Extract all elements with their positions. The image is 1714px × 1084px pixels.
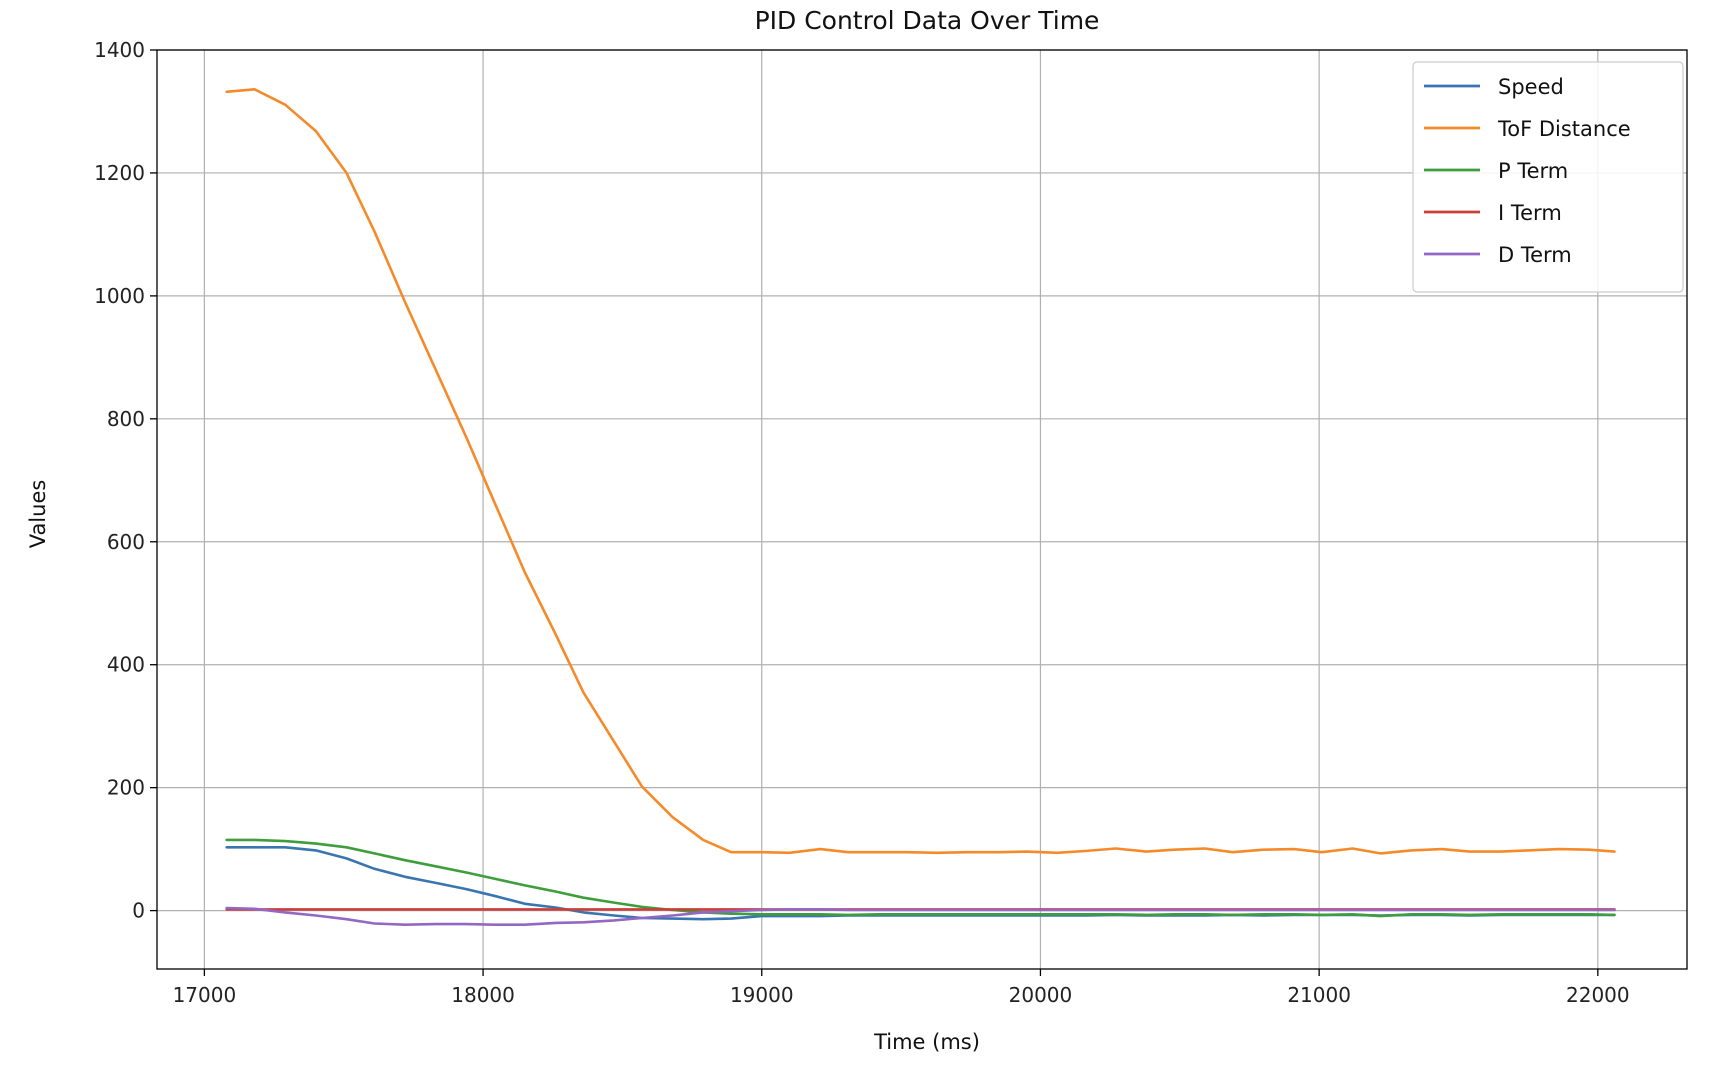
x-tick-label: 18000 (451, 983, 515, 1007)
series-line-tof-distance (225, 88, 1616, 855)
series-lines (225, 88, 1616, 927)
legend-box (1412, 61, 1684, 293)
y-tick-label: 1000 (94, 284, 145, 308)
series-line-d-term (225, 906, 1616, 927)
legend-label-i-term: I Term (1498, 201, 1562, 225)
x-tick-label: 19000 (730, 983, 794, 1007)
y-axis-ticks: 0 200 400 600 800 1000 1200 1400 (94, 38, 157, 923)
y-tick-label: 1200 (94, 161, 145, 185)
y-axis-label: Values (26, 480, 50, 549)
x-tick-label: 20000 (1009, 983, 1073, 1007)
y-tick-label: 800 (107, 407, 145, 431)
x-axis-label: Time (ms) (873, 1030, 980, 1054)
y-tick-label: 600 (107, 530, 145, 554)
chart-legend: Speed ToF Distance P Term I Term D Term (1412, 61, 1684, 293)
chart-title: PID Control Data Over Time (755, 6, 1100, 35)
x-tick-label: 22000 (1566, 983, 1630, 1007)
legend-label-d-term: D Term (1498, 243, 1572, 267)
series-line-p-term (225, 838, 1616, 918)
legend-label-tof-distance: ToF Distance (1497, 117, 1631, 141)
y-tick-label: 1400 (94, 38, 145, 62)
legend-label-p-term: P Term (1498, 159, 1568, 183)
x-tick-label: 17000 (173, 983, 237, 1007)
x-axis-ticks: 17000 18000 19000 20000 21000 22000 (173, 969, 1630, 1007)
y-tick-label: 400 (107, 653, 145, 677)
plot-frame (156, 49, 1688, 970)
legend-label-speed: Speed (1498, 75, 1564, 99)
y-tick-label: 0 (132, 899, 145, 923)
x-tick-label: 21000 (1287, 983, 1351, 1007)
y-tick-label: 200 (107, 776, 145, 800)
